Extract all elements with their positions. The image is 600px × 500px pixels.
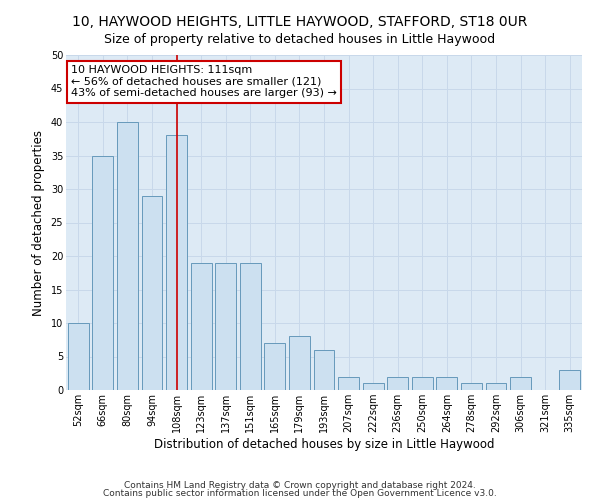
Bar <box>362 384 383 390</box>
Text: 10, HAYWOOD HEIGHTS, LITTLE HAYWOOD, STAFFORD, ST18 0UR: 10, HAYWOOD HEIGHTS, LITTLE HAYWOOD, STA… <box>73 15 527 29</box>
Text: Size of property relative to detached houses in Little Haywood: Size of property relative to detached ho… <box>104 32 496 46</box>
Bar <box>265 343 286 390</box>
Bar <box>240 262 261 390</box>
Bar <box>191 262 212 390</box>
Bar <box>68 323 89 390</box>
Bar <box>461 384 482 390</box>
Bar <box>142 196 163 390</box>
Text: 10 HAYWOOD HEIGHTS: 111sqm
← 56% of detached houses are smaller (121)
43% of sem: 10 HAYWOOD HEIGHTS: 111sqm ← 56% of deta… <box>71 65 337 98</box>
Bar <box>215 262 236 390</box>
Bar <box>387 376 408 390</box>
Bar <box>510 376 531 390</box>
X-axis label: Distribution of detached houses by size in Little Haywood: Distribution of detached houses by size … <box>154 438 494 451</box>
Bar <box>289 336 310 390</box>
Bar <box>117 122 138 390</box>
Bar <box>338 376 359 390</box>
Text: Contains public sector information licensed under the Open Government Licence v3: Contains public sector information licen… <box>103 489 497 498</box>
Bar <box>436 376 457 390</box>
Bar <box>314 350 334 390</box>
Bar <box>92 156 113 390</box>
Bar <box>559 370 580 390</box>
Bar <box>485 384 506 390</box>
Bar <box>166 136 187 390</box>
Text: Contains HM Land Registry data © Crown copyright and database right 2024.: Contains HM Land Registry data © Crown c… <box>124 480 476 490</box>
Y-axis label: Number of detached properties: Number of detached properties <box>32 130 45 316</box>
Bar <box>412 376 433 390</box>
